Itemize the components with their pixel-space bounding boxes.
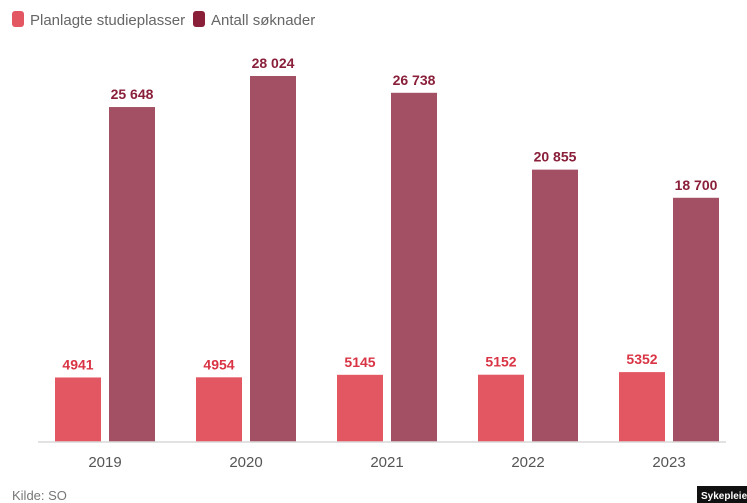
source-note: Kilde: SO [12,488,67,503]
bar-applications-2021 [391,92,437,442]
x-tick-label-2020: 2020 [229,454,262,471]
value-label-planned-2022: 5152 [485,354,516,370]
x-tick-label-2021: 2021 [370,454,403,471]
bar-planned-2019 [55,377,101,442]
bars-group [55,76,719,443]
bar-planned-2023 [619,372,665,442]
value-label-applications-2020: 28 024 [252,55,295,71]
publisher-logo-background [697,486,747,503]
bar-applications-2023 [673,197,719,442]
bar-planned-2020 [196,377,242,442]
value-label-applications-2023: 18 700 [675,177,718,193]
legend-label-applications: Antall søknader [211,12,315,29]
value-label-planned-2023: 5352 [626,351,657,367]
legend-swatch-applications [193,11,205,27]
bar-applications-2022 [532,169,578,442]
legend-swatch-planned [12,11,24,27]
bar-planned-2022 [478,374,524,442]
publisher-logo-text: Sykepleien [701,491,747,502]
value-label-applications-2022: 20 855 [534,149,577,165]
value-label-applications-2021: 26 738 [393,72,436,88]
value-label-planned-2021: 5145 [344,354,375,370]
legend: Planlagte studieplasser Antall søknader [12,11,315,29]
bar-planned-2021 [337,374,383,442]
value-label-planned-2019: 4941 [62,356,93,372]
x-tick-label-2023: 2023 [652,454,685,471]
x-tick-labels: 2019 2020 2021 2022 2023 [88,454,685,471]
publisher-logo: Sykepleien [697,486,747,503]
value-label-applications-2019: 25 648 [111,86,154,102]
x-tick-label-2022: 2022 [511,454,544,471]
value-label-planned-2020: 4954 [203,356,234,372]
value-labels-group: 4941 25 648 4954 28 024 5145 26 738 5152 20 855… [62,55,717,372]
x-tick-label-2019: 2019 [88,454,121,471]
bar-applications-2020 [250,76,296,442]
bar-applications-2019 [109,107,155,443]
legend-label-planned: Planlagte studieplasser [30,12,185,29]
